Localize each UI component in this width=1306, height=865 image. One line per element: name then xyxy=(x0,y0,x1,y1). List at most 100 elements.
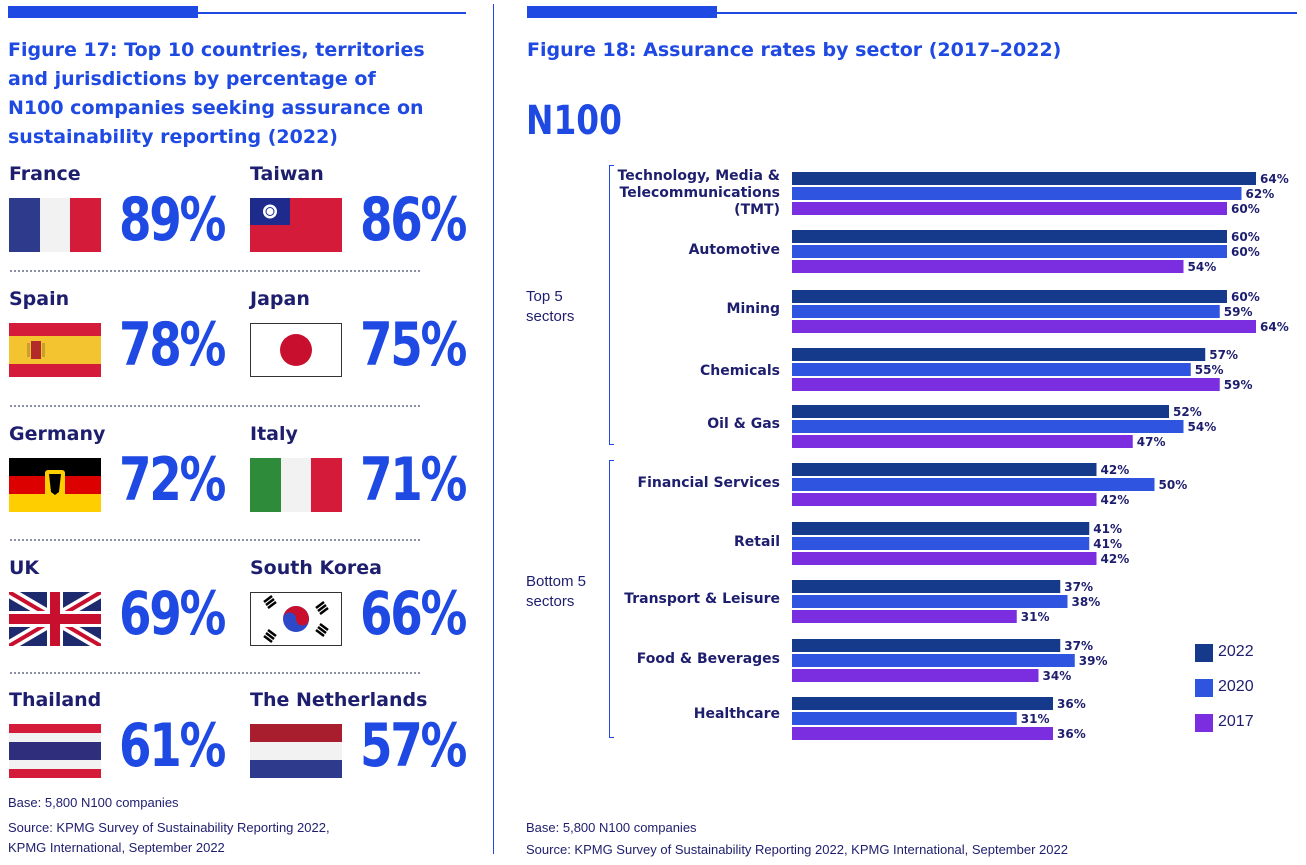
uk-flag-icon xyxy=(9,592,101,646)
bar-2017-9 xyxy=(792,727,1053,740)
bar-2017-1 xyxy=(792,260,1184,273)
netherlands-flag-icon xyxy=(250,724,342,778)
value-label-2017-6: 42% xyxy=(1101,552,1130,566)
value-label-2020-5: 50% xyxy=(1159,478,1188,492)
category-label-3: Chemicals xyxy=(700,363,780,379)
bar-2022-8 xyxy=(792,639,1061,652)
value-label-2020-0: 62% xyxy=(1246,187,1275,201)
n100-label: N100 xyxy=(526,98,622,144)
value-label-2020-2: 59% xyxy=(1224,305,1253,319)
legend-swatch-2020 xyxy=(1195,679,1213,697)
south-korea-flag-icon xyxy=(250,592,342,646)
value-label-2020-9: 31% xyxy=(1021,712,1050,726)
top-group-label: Top 5 sectors xyxy=(526,288,575,325)
category-label-0: Telecommunications xyxy=(620,185,780,201)
category-label-0: Technology, Media & xyxy=(618,168,780,184)
value-label-2022-1: 60% xyxy=(1231,230,1260,244)
country-italy: Italy 71% xyxy=(250,423,467,515)
bar-2022-0 xyxy=(792,172,1256,185)
value-label-2017-8: 34% xyxy=(1043,669,1072,683)
category-label-8: Food & Beverages xyxy=(637,651,780,667)
figure-18-title: Figure 18: Assurance rates by sector (20… xyxy=(527,39,1062,61)
bar-2022-2 xyxy=(792,290,1227,303)
value-label-2017-0: 60% xyxy=(1231,202,1260,216)
bar-2017-7 xyxy=(792,610,1017,623)
value-label-2020-6: 41% xyxy=(1093,537,1122,551)
right-base-note: Base: 5,800 N100 companies xyxy=(526,820,697,835)
value-label-2020-7: 38% xyxy=(1072,595,1101,609)
bottom-group-label: Bottom 5 sectors xyxy=(526,573,587,610)
legend-swatch-2017 xyxy=(1195,714,1213,732)
country-netherlands: The Netherlands 57% xyxy=(250,689,467,781)
bar-2017-6 xyxy=(792,552,1097,565)
figure-17-title: Figure 17: Top 10 countries, territories… xyxy=(8,39,425,148)
value-label-2022-3: 57% xyxy=(1209,348,1238,362)
category-label-0: (TMT) xyxy=(734,202,780,218)
category-label-2: Mining xyxy=(727,301,780,317)
bar-2020-9 xyxy=(792,712,1017,725)
bar-2022-7 xyxy=(792,580,1061,593)
category-label-1: Automotive xyxy=(689,242,780,258)
bar-2022-9 xyxy=(792,697,1053,710)
left-header-rule xyxy=(8,12,466,14)
value-label-2020-3: 55% xyxy=(1195,363,1224,377)
right-header-rule xyxy=(527,12,1297,14)
country-taiwan: Taiwan 86% xyxy=(250,163,467,255)
taiwan-flag-icon xyxy=(250,198,342,252)
bar-2020-3 xyxy=(792,363,1191,376)
thailand-flag-icon xyxy=(9,724,101,778)
category-label-9: Healthcare xyxy=(694,706,780,722)
value-label-2020-8: 39% xyxy=(1079,654,1108,668)
japan-flag-icon xyxy=(250,323,342,377)
category-label-7: Transport & Leisure xyxy=(624,591,780,607)
bar-2020-6 xyxy=(792,537,1090,550)
legend-label-2020: 2020 xyxy=(1218,678,1254,695)
bar-2020-1 xyxy=(792,245,1227,258)
row-divider xyxy=(10,672,420,674)
bar-2017-5 xyxy=(792,493,1097,506)
value-label-2020-4: 54% xyxy=(1188,420,1217,434)
bar-2020-7 xyxy=(792,595,1068,608)
legend-item-2022: 2022 xyxy=(1195,643,1305,663)
row-divider xyxy=(10,405,420,407)
legend-item-2020: 2020 xyxy=(1195,678,1305,698)
bar-2020-5 xyxy=(792,478,1155,491)
panel-divider xyxy=(493,4,494,854)
bar-2020-8 xyxy=(792,654,1075,667)
value-label-2017-2: 64% xyxy=(1260,320,1289,334)
value-label-2022-0: 64% xyxy=(1260,172,1289,186)
legend-item-2017: 2017 xyxy=(1195,713,1305,733)
country-thailand: Thailand 61% xyxy=(9,689,226,781)
value-label-2022-5: 42% xyxy=(1101,463,1130,477)
value-label-2022-9: 36% xyxy=(1057,697,1086,711)
value-label-2022-8: 37% xyxy=(1064,639,1093,653)
bar-2022-1 xyxy=(792,230,1227,243)
left-base-note: Base: 5,800 N100 companies xyxy=(8,795,179,810)
value-label-2017-1: 54% xyxy=(1188,260,1217,274)
category-label-4: Oil & Gas xyxy=(707,416,780,432)
left-source-note: Source: KPMG Survey of Sustainability Re… xyxy=(8,820,330,855)
bar-2022-5 xyxy=(792,463,1097,476)
country-uk: UK 69% xyxy=(9,557,226,649)
row-divider xyxy=(10,539,420,541)
bar-2017-3 xyxy=(792,378,1220,391)
bottom-group-bracket xyxy=(609,460,614,738)
value-label-2022-7: 37% xyxy=(1064,580,1093,594)
category-label-5: Financial Services xyxy=(638,475,781,491)
value-label-2022-6: 41% xyxy=(1093,522,1122,536)
value-label-2017-7: 31% xyxy=(1021,610,1050,624)
right-source-note: Source: KPMG Survey of Sustainability Re… xyxy=(526,842,1068,857)
country-south-korea: South Korea 66% xyxy=(250,557,467,649)
bar-2017-2 xyxy=(792,320,1256,333)
value-label-2017-5: 42% xyxy=(1101,493,1130,507)
value-label-2017-4: 47% xyxy=(1137,435,1166,449)
bar-2022-3 xyxy=(792,348,1206,361)
country-germany: Germany 72% xyxy=(9,423,226,515)
value-label-2017-3: 59% xyxy=(1224,378,1253,392)
bar-2017-0 xyxy=(792,202,1227,215)
value-label-2022-4: 52% xyxy=(1173,405,1202,419)
germany-flag-icon xyxy=(9,458,101,512)
spain-flag-icon xyxy=(9,323,101,377)
bar-2020-4 xyxy=(792,420,1184,433)
